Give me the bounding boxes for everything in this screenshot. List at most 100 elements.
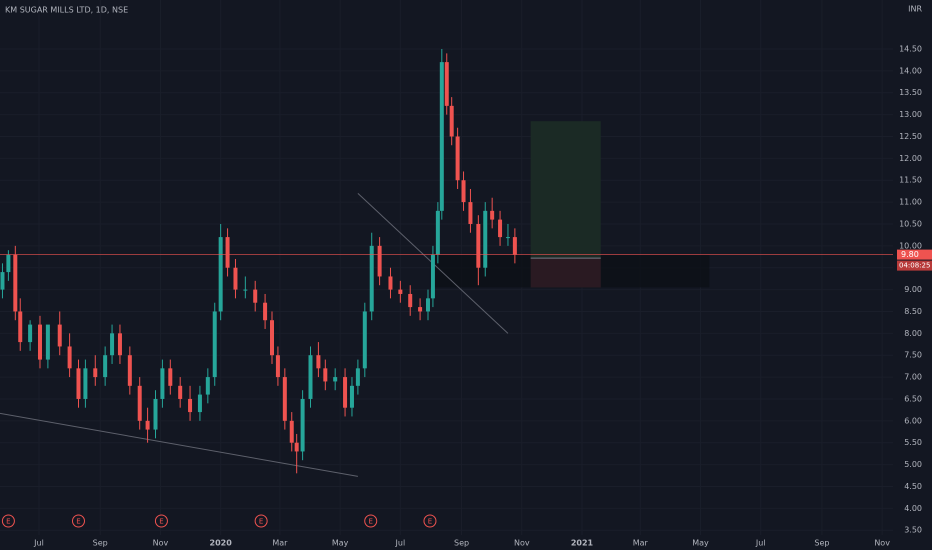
- countdown: 04:08:25: [899, 262, 930, 270]
- x-tick-label: Sep: [93, 539, 108, 548]
- candle-body: [468, 202, 473, 224]
- y-tick-label: 14.50: [899, 44, 922, 53]
- candle-body: [282, 377, 287, 421]
- candle-body: [45, 324, 50, 360]
- earnings-marker: [1, 514, 15, 528]
- y-tick-label: 12.00: [899, 154, 922, 163]
- earnings-label: E: [369, 518, 373, 526]
- y-tick-label: 5.00: [904, 460, 922, 469]
- candle-body: [168, 368, 173, 386]
- earnings-label: E: [159, 518, 163, 526]
- y-tick-label: 6.00: [904, 416, 922, 425]
- candle-body: [300, 398, 305, 452]
- candle-body: [145, 420, 150, 430]
- candle-body: [369, 245, 374, 312]
- candle-body: [449, 105, 454, 137]
- price-label-box: [897, 249, 932, 260]
- earnings-label: E: [76, 518, 80, 526]
- candle-body: [289, 420, 294, 443]
- y-tick-label: 7.00: [904, 373, 922, 382]
- y-unit: INR: [908, 5, 922, 14]
- candle-body: [316, 355, 321, 369]
- candle-body: [197, 394, 202, 413]
- y-tick-label: 10.00: [899, 241, 922, 250]
- candle-body: [13, 254, 18, 312]
- chart-title: KM SUGAR MILLS LTD, 1D, NSE: [5, 6, 128, 15]
- candle-body: [103, 355, 108, 378]
- earnings-marker: [254, 514, 268, 528]
- candle-body: [323, 368, 328, 382]
- candle-body: [153, 398, 158, 430]
- candle-body: [435, 210, 440, 255]
- position-stop: [530, 258, 601, 288]
- x-tick-label: Jul: [395, 539, 406, 548]
- y-tick-label: 10.50: [899, 219, 922, 228]
- candle-body: [127, 355, 132, 386]
- candle-body: [439, 62, 444, 211]
- x-tick-label: Nov: [153, 539, 169, 548]
- y-tick-label: 12.50: [899, 132, 922, 141]
- candle-body: [476, 223, 481, 268]
- candle-body: [160, 368, 165, 399]
- x-tick-label: Jul: [33, 539, 44, 548]
- y-tick-label: 13.50: [899, 88, 922, 97]
- price-label: 9.80: [901, 250, 919, 259]
- y-tick-label: 14.00: [899, 66, 922, 75]
- candle-body: [294, 442, 299, 452]
- candle-body: [253, 289, 258, 303]
- candle-body: [28, 324, 33, 343]
- y-tick-label: 9.00: [904, 285, 922, 294]
- candle-body: [57, 324, 62, 347]
- candle-body: [512, 237, 517, 255]
- x-tick-label: Nov: [874, 539, 890, 548]
- candle-body: [269, 320, 274, 356]
- candle-body: [418, 307, 423, 312]
- candle-body: [505, 237, 510, 239]
- marks: [0, 48, 893, 477]
- candle-body: [355, 368, 360, 386]
- x-tick-label: Nov: [514, 539, 530, 548]
- candle-body: [76, 368, 81, 399]
- earnings-marker: [423, 514, 437, 528]
- candle-body: [137, 385, 142, 421]
- candle-body: [444, 62, 449, 106]
- candle-body: [212, 311, 217, 378]
- x-tick-label: Sep: [454, 539, 469, 548]
- y-tick-label: 5.50: [904, 438, 922, 447]
- candle-body: [233, 267, 238, 290]
- candle-body: [6, 254, 11, 273]
- candle-body: [37, 324, 42, 360]
- y-tick-label: 11.00: [899, 198, 922, 207]
- candle-body: [67, 346, 72, 369]
- y-tick-label: 8.00: [904, 329, 922, 338]
- x-tick-label: Mar: [633, 539, 649, 548]
- candle-body: [425, 298, 430, 312]
- x-tick-label: 2021: [571, 539, 594, 548]
- candle-body: [0, 272, 5, 290]
- candle-body: [110, 333, 115, 356]
- candle-body: [388, 276, 393, 290]
- candle-body: [263, 302, 268, 321]
- candle-body: [498, 219, 503, 238]
- candle-body: [18, 311, 23, 343]
- candle-body: [275, 355, 280, 378]
- earnings-label: E: [259, 518, 263, 526]
- candle-body: [430, 254, 435, 299]
- candle-body: [83, 368, 88, 399]
- candle-body: [243, 289, 248, 291]
- position-target: [530, 121, 601, 259]
- y-tick-label: 6.50: [904, 394, 922, 403]
- candle-body: [333, 377, 338, 382]
- y-tick-label: 8.50: [904, 307, 922, 316]
- x-tick-label: Jul: [755, 539, 766, 548]
- candle-body: [343, 377, 348, 408]
- candle-body: [362, 311, 367, 369]
- candle-body: [308, 355, 313, 399]
- y-tick-label: 11.50: [899, 176, 922, 185]
- y-tick-label: 3.50: [904, 526, 922, 535]
- candle-body: [408, 293, 413, 308]
- x-tick-label: Sep: [814, 539, 829, 548]
- candle-body: [483, 210, 488, 268]
